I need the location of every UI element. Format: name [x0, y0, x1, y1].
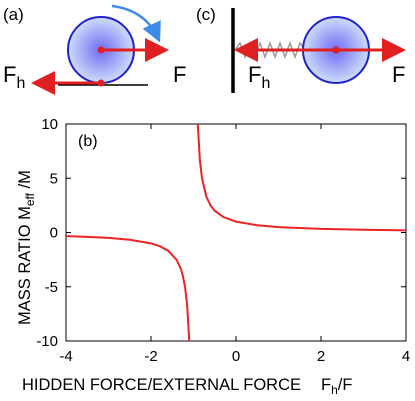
- series-line-1: [66, 235, 191, 341]
- x-axis-label: HIDDEN FORCE/EXTERNAL FORCE Fh/F: [22, 376, 352, 397]
- force-label-f-c: F: [392, 62, 405, 87]
- y-tick-label: 5: [50, 170, 58, 187]
- ball-center-dot-a: [97, 46, 105, 54]
- y-tick-label: -10: [36, 333, 58, 350]
- series-group: [66, 124, 406, 341]
- y-tick-label: -5: [45, 279, 58, 296]
- x-tick-label: 4: [402, 348, 410, 365]
- panel-c-label: (c): [196, 5, 216, 24]
- x-tick-label: 0: [232, 348, 240, 365]
- x-tick-label: -4: [59, 348, 72, 365]
- force-label-fh-a: Fh: [3, 62, 25, 92]
- x-tick-label: 2: [317, 348, 325, 365]
- panel-b-label: (b): [78, 133, 98, 150]
- rotation-arrow-icon: [111, 4, 161, 43]
- plot-frame: [65, 123, 407, 342]
- force-label-f-a: F: [173, 62, 186, 87]
- series-line-2: [196, 124, 406, 232]
- panel-c: (c) Fh F: [196, 5, 406, 93]
- x-tick-label: -2: [144, 348, 157, 365]
- y-tick-label: 10: [41, 116, 58, 133]
- y-axis-label: MASS RATIO Meff /M: [16, 170, 37, 325]
- ball-center-dot-c: [332, 46, 340, 54]
- panel-a: (a) Fh F: [3, 4, 186, 95]
- force-label-fh-c: Fh: [248, 62, 270, 92]
- x-axis: -4 -2 0 2 4: [59, 124, 410, 365]
- contact-dot-a: [97, 79, 105, 87]
- y-tick-label: 0: [50, 225, 58, 242]
- panel-a-label: (a): [3, 5, 24, 24]
- chart: (b) -4 -2 0 2 4 -10 -5 0 5 10 HIDDEN FORCE/EXTER…: [16, 116, 410, 397]
- y-axis: -10 -5 0 5 10: [36, 116, 406, 350]
